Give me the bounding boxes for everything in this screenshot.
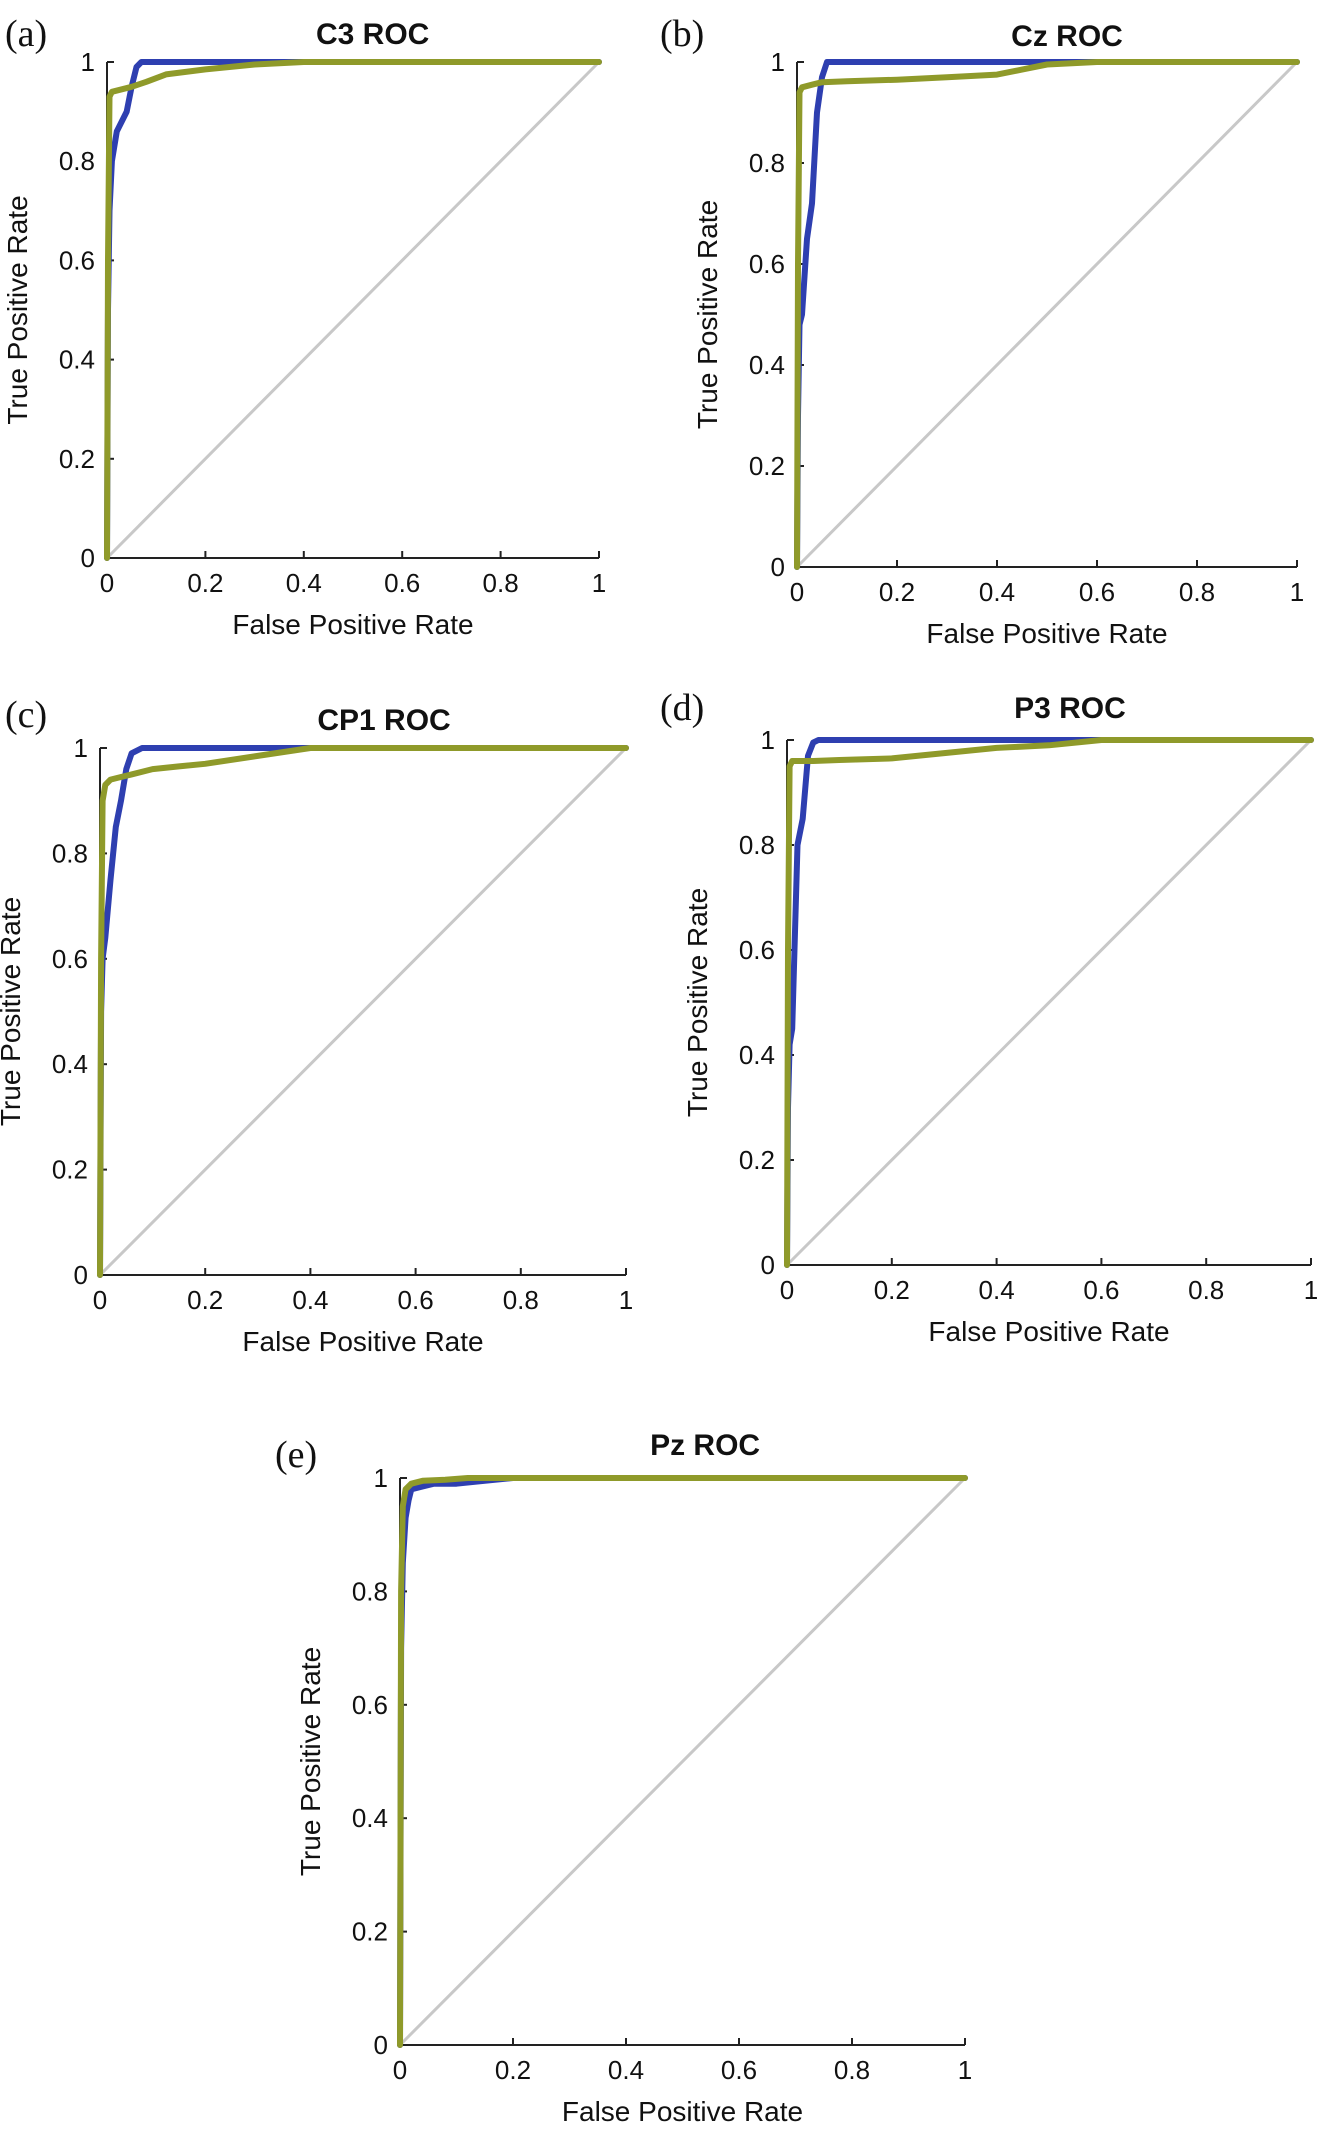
x-axis-label: False Positive Rate <box>242 1326 483 1357</box>
x-axis-label: False Positive Rate <box>232 609 473 640</box>
y-tick-label: 0.6 <box>59 245 95 275</box>
y-tick-label: 0 <box>74 1260 88 1290</box>
x-axis-label: False Positive Rate <box>926 618 1167 649</box>
x-tick-label: 0 <box>393 2055 407 2085</box>
y-tick-label: 0.4 <box>739 1040 775 1070</box>
x-tick-label: 0 <box>100 568 114 598</box>
y-tick-label: 0.2 <box>52 1155 88 1185</box>
y-tick-label: 0.4 <box>59 345 95 375</box>
y-tick-label: 0.6 <box>52 944 88 974</box>
y-tick-label: 0.6 <box>352 1690 388 1720</box>
y-tick-label: 0.2 <box>749 451 785 481</box>
x-tick-label: 0.8 <box>483 568 519 598</box>
x-axis-label: False Positive Rate <box>562 2096 803 2127</box>
roc-panel-0: (a) C3 ROC 0 0.2 0.4 0.6 0.8 1 0 0.2 0.4 0.6 0.8 1 Fal… <box>2 13 606 640</box>
x-tick-label: 0.2 <box>874 1275 910 1305</box>
x-tick-label: 0.4 <box>979 577 1015 607</box>
roc-curve-olive <box>397 1475 968 2048</box>
chart-title: P3 ROC <box>1014 692 1126 725</box>
chance-diagonal-line <box>398 1476 967 2047</box>
y-tick-label: 0 <box>81 543 95 573</box>
roc-panel-2: (c) CP1 ROC 0 0.2 0.4 0.6 0.8 1 0 0.2 0.4 0.6 0.8 1 Fa… <box>0 694 633 1357</box>
chart-title: CP1 ROC <box>317 704 450 737</box>
x-tick-label: 0.8 <box>834 2055 870 2085</box>
panel-label: (b) <box>660 13 704 55</box>
y-tick-label: 0.2 <box>59 444 95 474</box>
chart-title: Cz ROC <box>1011 20 1123 53</box>
x-tick-label: 1 <box>592 568 606 598</box>
panel-label: (d) <box>660 687 704 729</box>
roc-curve-olive <box>104 59 602 561</box>
x-tick-label: 0.6 <box>721 2055 757 2085</box>
x-axis-label: False Positive Rate <box>928 1316 1169 1347</box>
x-tick-label: 0 <box>93 1285 107 1315</box>
y-tick-label: 0.8 <box>52 838 88 868</box>
y-tick-label: 1 <box>761 725 775 755</box>
x-tick-label: 1 <box>1304 1275 1318 1305</box>
roc-panel-3: (d) P3 ROC 0 0.2 0.4 0.6 0.8 1 0 0.2 0.4 0.6 0.8 1 Fal… <box>660 687 1318 1347</box>
y-tick-label: 0.4 <box>352 1803 388 1833</box>
roc-panel-4: (e) Pz ROC 0 0.2 0.4 0.6 0.8 1 0 0.2 0.4 0.6 0.8 1 Fal… <box>275 1429 972 2127</box>
x-tick-label: 0.6 <box>398 1285 434 1315</box>
x-tick-label: 1 <box>1290 577 1304 607</box>
y-tick-label: 0 <box>771 552 785 582</box>
y-tick-label: 0.6 <box>739 935 775 965</box>
y-tick-label: 0.4 <box>749 350 785 380</box>
y-tick-label: 0.8 <box>749 148 785 178</box>
y-axis-label: True Positive Rate <box>2 195 33 424</box>
x-tick-label: 0.8 <box>503 1285 539 1315</box>
y-tick-label: 0.2 <box>352 1917 388 1947</box>
panel-label: (a) <box>5 13 47 55</box>
y-tick-label: 0.2 <box>739 1145 775 1175</box>
x-tick-label: 0.4 <box>292 1285 328 1315</box>
chance-diagonal-line <box>105 60 601 560</box>
y-tick-label: 1 <box>771 47 785 77</box>
chance-diagonal-line <box>98 746 628 1277</box>
panel-label: (c) <box>5 694 47 736</box>
x-tick-label: 0.2 <box>495 2055 531 2085</box>
x-tick-label: 1 <box>958 2055 972 2085</box>
x-tick-label: 1 <box>619 1285 633 1315</box>
y-axis-label: True Positive Rate <box>682 888 713 1117</box>
x-tick-label: 0 <box>790 577 804 607</box>
x-tick-label: 0.8 <box>1179 577 1215 607</box>
roc-panel-1: (b) Cz ROC 0 0.2 0.4 0.6 0.8 1 0 0.2 0.4 0.6 0.8 1 Fal… <box>660 13 1304 649</box>
chart-title: C3 ROC <box>316 18 429 51</box>
y-tick-label: 0.4 <box>52 1049 88 1079</box>
panel-label: (e) <box>275 1434 317 1476</box>
x-tick-label: 0.4 <box>286 568 322 598</box>
roc-curve-olive <box>97 745 629 1278</box>
y-axis-label: True Positive Rate <box>0 897 26 1126</box>
y-tick-label: 1 <box>74 733 88 763</box>
x-tick-label: 0.8 <box>1188 1275 1224 1305</box>
y-tick-label: 0.8 <box>739 830 775 860</box>
x-tick-label: 0.6 <box>384 568 420 598</box>
x-tick-label: 0 <box>780 1275 794 1305</box>
y-tick-label: 0.6 <box>749 249 785 279</box>
y-axis-label: True Positive Rate <box>295 1647 326 1876</box>
roc-curve-olive <box>794 59 1300 570</box>
y-tick-label: 0 <box>374 2030 388 2060</box>
roc-curve-olive <box>784 737 1314 1268</box>
x-tick-label: 0.2 <box>187 1285 223 1315</box>
x-tick-label: 0.4 <box>979 1275 1015 1305</box>
y-tick-label: 0.8 <box>352 1576 388 1606</box>
chance-diagonal-line <box>795 60 1299 569</box>
x-tick-label: 0.4 <box>608 2055 644 2085</box>
chance-diagonal-line <box>785 738 1313 1267</box>
x-tick-label: 0.6 <box>1083 1275 1119 1305</box>
y-axis-label: True Positive Rate <box>692 200 723 429</box>
y-tick-label: 0.8 <box>59 146 95 176</box>
x-tick-label: 0.2 <box>879 577 915 607</box>
x-tick-label: 0.2 <box>187 568 223 598</box>
chart-title: Pz ROC <box>650 1429 760 1462</box>
y-tick-label: 1 <box>81 47 95 77</box>
y-tick-label: 0 <box>761 1250 775 1280</box>
x-tick-label: 0.6 <box>1079 577 1115 607</box>
y-tick-label: 1 <box>374 1463 388 1493</box>
